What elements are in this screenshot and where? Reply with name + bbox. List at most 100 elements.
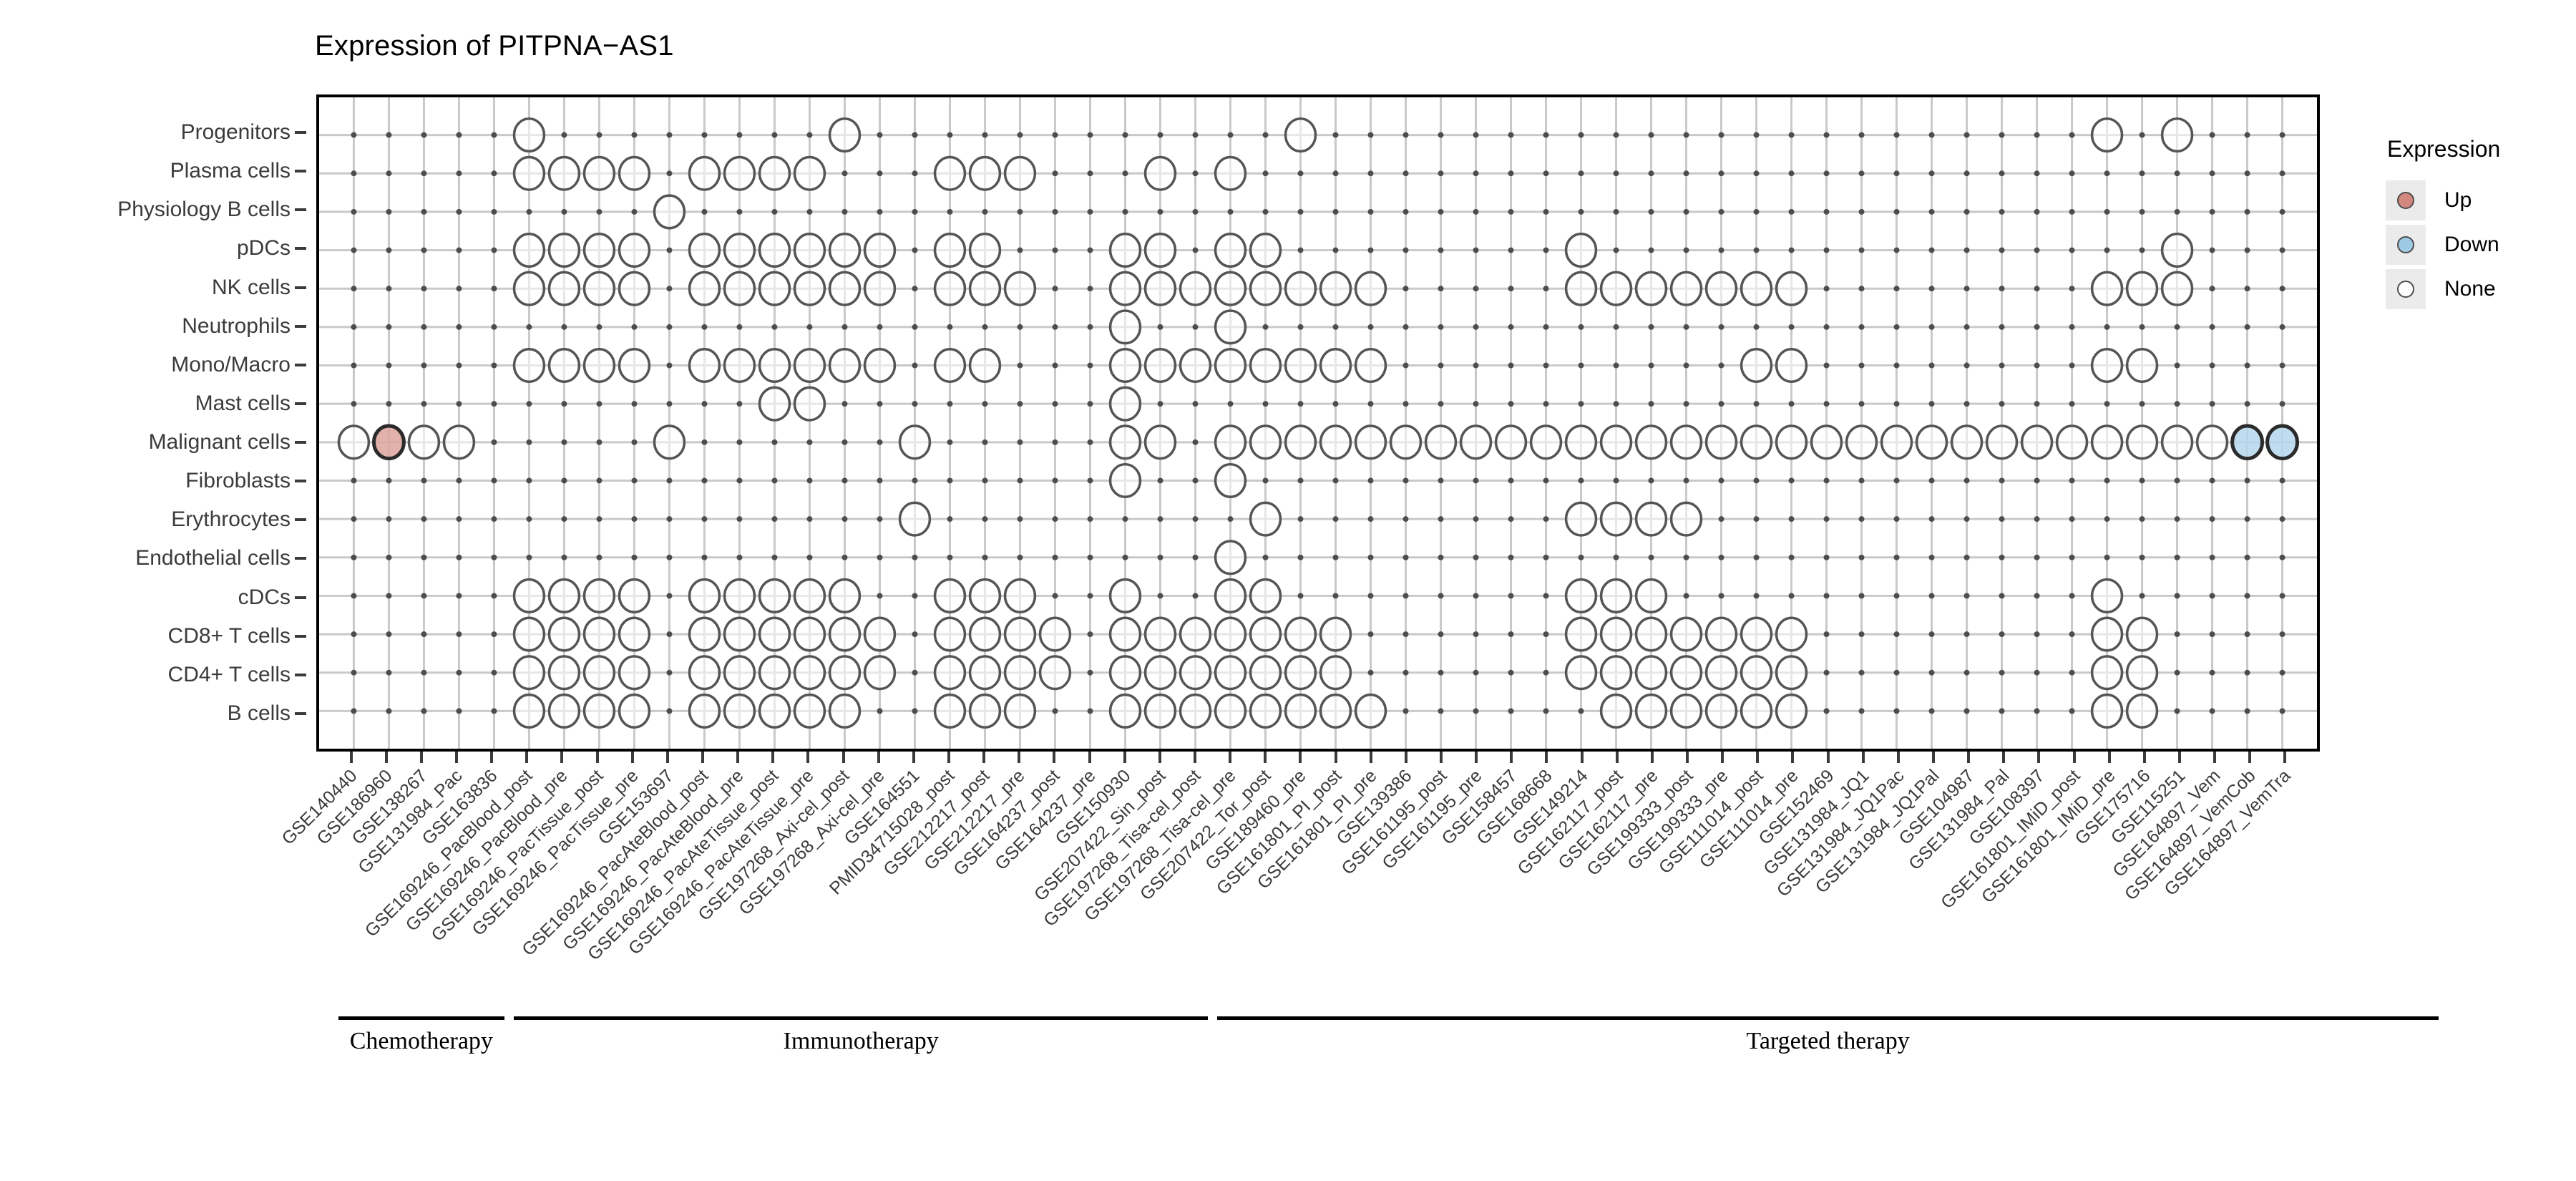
- data-point: [1214, 616, 1247, 652]
- data-point: [512, 693, 546, 729]
- data-point: [1143, 347, 1177, 384]
- data-point: [968, 347, 1002, 384]
- data-point: [1704, 693, 1738, 729]
- x-axis-tick: [1194, 752, 1196, 763]
- data-point: [1003, 578, 1037, 613]
- data-point: [1108, 386, 1142, 422]
- data-point: [1634, 693, 1668, 729]
- x-axis-tick: [2248, 752, 2252, 763]
- data-point: [2020, 424, 2054, 460]
- legend-item[interactable]: Up: [2386, 178, 2572, 223]
- data-point: [758, 155, 791, 191]
- data-point: [1564, 616, 1598, 652]
- y-axis-tick: [295, 324, 306, 328]
- data-point: [1179, 693, 1212, 729]
- data-point: [1634, 578, 1668, 613]
- y-axis-label: Progenitors: [180, 120, 291, 145]
- data-point: [723, 693, 756, 729]
- y-axis-label: Endothelial cells: [135, 546, 291, 570]
- data-point: [1354, 693, 1387, 729]
- data-point: [1108, 233, 1142, 268]
- data-point: [1284, 655, 1317, 691]
- data-point: [618, 693, 651, 729]
- data-point: [2090, 424, 2124, 460]
- x-axis-tick: [1826, 752, 1830, 763]
- data-point: [512, 655, 546, 691]
- data-point: [582, 233, 616, 268]
- data-point: [1775, 655, 1808, 691]
- data-point: [407, 424, 441, 460]
- data-point: [1740, 347, 1773, 384]
- data-point: [933, 578, 967, 613]
- y-axis-tick: [295, 363, 306, 366]
- data-point: [933, 347, 967, 384]
- data-point: [828, 271, 862, 306]
- data-point: [582, 616, 616, 652]
- data-point: [2125, 655, 2159, 691]
- data-point: [1634, 616, 1668, 652]
- data-point: [1038, 655, 1072, 691]
- y-axis-label: CD4+ T cells: [167, 662, 291, 686]
- data-point: [1740, 693, 1773, 729]
- x-axis-tick: [1686, 752, 1689, 763]
- data-point: [1214, 155, 1247, 191]
- data-point: [2125, 693, 2159, 729]
- x-axis-tick: [701, 752, 704, 763]
- data-point: [2090, 347, 2124, 384]
- legend-item[interactable]: None: [2386, 267, 2572, 311]
- x-axis-tick: [1404, 752, 1407, 763]
- data-point: [793, 693, 826, 729]
- data-point: [863, 271, 897, 306]
- data-point: [1108, 271, 1142, 306]
- data-point: [2090, 655, 2124, 691]
- data-point: [1389, 424, 1423, 460]
- data-point: [1669, 424, 1703, 460]
- data-point: [793, 271, 826, 306]
- x-axis-tick: [349, 752, 353, 763]
- x-axis-tick: [1158, 752, 1161, 763]
- data-point: [1740, 655, 1773, 691]
- data-point: [793, 578, 826, 613]
- data-point: [1494, 424, 1528, 460]
- x-axis-tick: [595, 752, 599, 763]
- x-axis-tick: [2178, 752, 2181, 763]
- x-axis-tick: [2142, 752, 2146, 763]
- data-point: [1284, 616, 1317, 652]
- data-point: [1284, 117, 1317, 153]
- data-point: [1143, 271, 1177, 306]
- data-point: [723, 655, 756, 691]
- data-point: [582, 655, 616, 691]
- data-point: [1599, 501, 1633, 537]
- data-point: [1249, 347, 1282, 384]
- data-point: [1669, 693, 1703, 729]
- x-axis-tick: [455, 752, 458, 763]
- x-axis-tick: [1264, 752, 1267, 763]
- data-point: [1108, 693, 1142, 729]
- legend-label: None: [2444, 277, 2496, 301]
- data-point: [1179, 271, 1212, 306]
- data-point: [1669, 501, 1703, 537]
- data-point: [688, 616, 721, 652]
- data-point: [688, 578, 721, 613]
- data-point: [1669, 655, 1703, 691]
- data-point: [1108, 462, 1142, 499]
- data-point: [2125, 616, 2159, 652]
- x-axis-tick: [1053, 752, 1056, 763]
- data-point: [968, 271, 1002, 306]
- group-label: Targeted therapy: [1746, 1028, 1910, 1054]
- data-point: [512, 578, 546, 613]
- data-point: [968, 693, 1002, 729]
- data-point: [1915, 424, 1948, 460]
- data-point: [1669, 616, 1703, 652]
- legend-item[interactable]: Down: [2386, 223, 2572, 267]
- data-point: [723, 578, 756, 613]
- y-axis-tick: [295, 441, 306, 444]
- data-point: [1704, 655, 1738, 691]
- data-point: [512, 616, 546, 652]
- y-axis-tick: [295, 596, 306, 599]
- y-axis: Progenitors Plasma cells Physiology B cell…: [0, 94, 306, 752]
- data-point: [793, 233, 826, 268]
- data-point: [1249, 693, 1282, 729]
- data-point: [1354, 424, 1387, 460]
